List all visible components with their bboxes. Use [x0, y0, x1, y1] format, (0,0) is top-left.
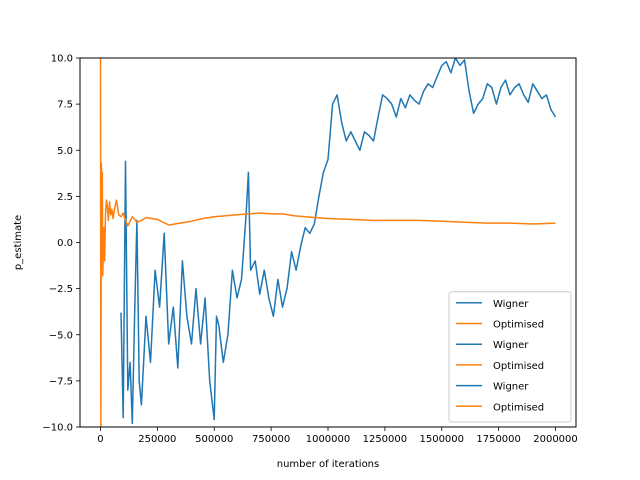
legend-label: Optimised [493, 320, 544, 331]
y-axis: −10.0 −7.5 −5.0 −2.5 0.0 2.5 5.0 7.5 10.0 [42, 54, 80, 434]
series-line-optimised [99, 58, 556, 427]
series-line-wigner [120, 58, 557, 425]
legend-label: Wigner [493, 382, 529, 393]
y-tick-label: 7.5 [57, 100, 73, 111]
legend-label: Wigner [493, 299, 529, 310]
legend: Wigner Optimised Wigner Optimised Wigner Opti… [448, 291, 572, 423]
y-axis-label: p_estimate [13, 215, 24, 270]
legend-label: Wigner [493, 340, 529, 351]
y-tick-label: 5.0 [57, 146, 73, 157]
x-tick-label: 250000 [138, 434, 176, 445]
y-tick-label: 2.5 [57, 192, 73, 203]
x-tick-label: 750000 [252, 434, 290, 445]
x-axis: 0 250000 500000 750000 1000000 1250000 1500000… [97, 427, 578, 445]
x-axis-label: number of iterations [277, 459, 379, 470]
y-tick-label: −7.5 [49, 376, 73, 387]
legend-label: Optimised [493, 402, 544, 413]
x-tick-label: 2000000 [533, 434, 578, 445]
legend-label: Optimised [493, 361, 544, 372]
y-tick-label: 0.0 [57, 238, 73, 249]
y-tick-label: −10.0 [42, 423, 73, 434]
y-tick-label: 10.0 [51, 54, 73, 65]
y-tick-label: −5.0 [49, 330, 73, 341]
legend-box [448, 291, 572, 423]
x-tick-label: 500000 [195, 434, 233, 445]
y-tick-label: −2.5 [49, 284, 73, 295]
x-tick-label: 1500000 [419, 434, 464, 445]
x-tick-label: 1750000 [476, 434, 521, 445]
x-tick-label: 0 [97, 434, 103, 445]
x-tick-label: 1000000 [306, 434, 351, 445]
x-tick-label: 1250000 [363, 434, 408, 445]
